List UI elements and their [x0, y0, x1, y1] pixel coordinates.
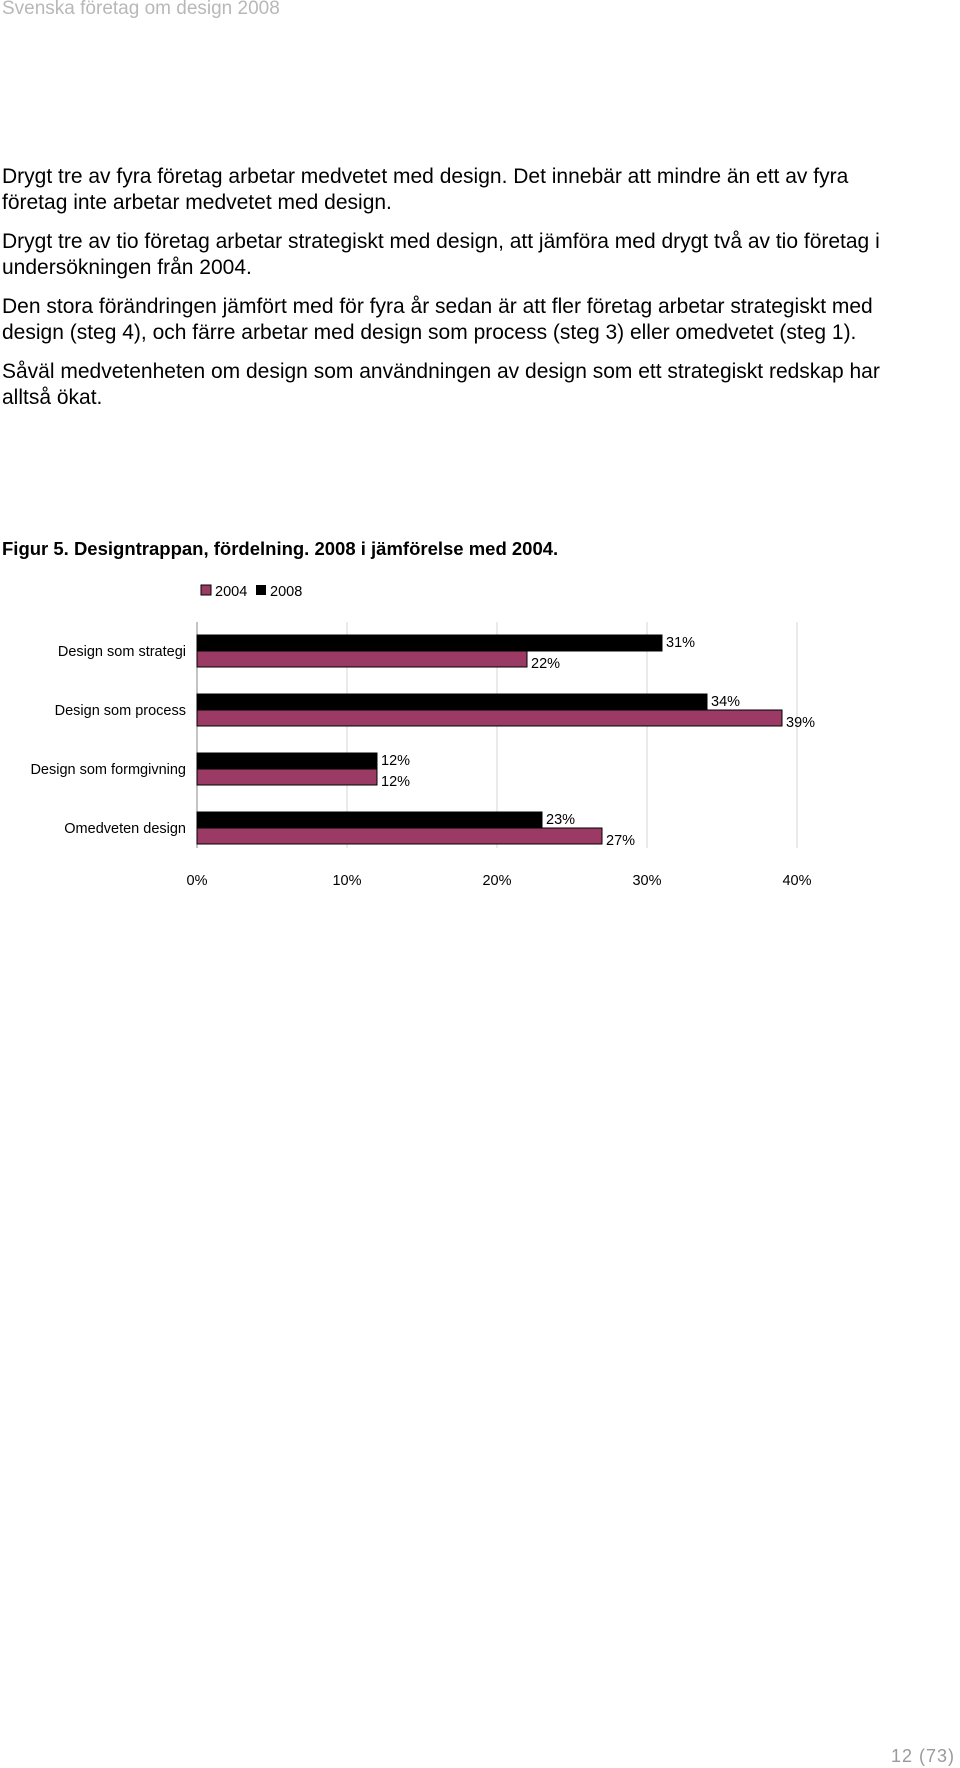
data-label-2008: 34%	[711, 694, 740, 710]
bar-2004	[196, 650, 528, 668]
bar-2008	[196, 752, 378, 770]
category-label: Omedveten design	[64, 821, 186, 837]
paragraph: Såväl medvetenheten om design som använd…	[2, 360, 880, 409]
paragraph: Den stora förändringen jämfört med för f…	[2, 295, 873, 344]
x-tick-label: 40%	[782, 873, 811, 889]
bar-2008	[196, 693, 708, 711]
data-label-2004: 39%	[786, 715, 815, 731]
x-tick-label: 10%	[332, 873, 361, 889]
bar-2008	[196, 634, 663, 652]
bar-chart: 2004 2008 Design som strategi 31% 22% Design …	[30, 584, 815, 889]
data-label-2004: 12%	[381, 774, 410, 790]
legend-label-2008: 2008	[270, 584, 302, 600]
x-tick-label: 30%	[632, 873, 661, 889]
data-label-2008: 23%	[546, 812, 575, 828]
legend-swatch-2004	[200, 584, 212, 596]
paragraph: Drygt tre av tio företag arbetar strateg…	[2, 230, 880, 279]
category-label: Design som formgivning	[30, 762, 186, 778]
category-label: Design som strategi	[58, 644, 186, 660]
body-text: Drygt tre av fyra företag arbetar medvet…	[2, 164, 902, 424]
figure-caption: Figur 5. Designtrappan, fördelning. 2008…	[2, 538, 559, 559]
bar-2004	[196, 709, 783, 727]
data-label-2008: 31%	[666, 635, 695, 651]
bar-2004	[196, 768, 378, 786]
category-label: Design som process	[55, 703, 186, 719]
data-label-2008: 12%	[381, 753, 410, 769]
legend-swatch-2008	[256, 585, 266, 595]
running-header: Svenska företag om design 2008	[2, 0, 280, 19]
data-label-2004: 22%	[531, 656, 560, 672]
x-tick-label: 20%	[482, 873, 511, 889]
data-label-2004: 27%	[606, 833, 635, 849]
page-number: 12 (73)	[890, 1746, 955, 1766]
x-tick-label: 0%	[187, 873, 208, 889]
paragraph: Drygt tre av fyra företag arbetar medvet…	[2, 165, 849, 214]
bar-2004	[196, 827, 603, 845]
legend-label-2004: 2004	[215, 584, 247, 600]
bar-2008	[196, 811, 543, 829]
